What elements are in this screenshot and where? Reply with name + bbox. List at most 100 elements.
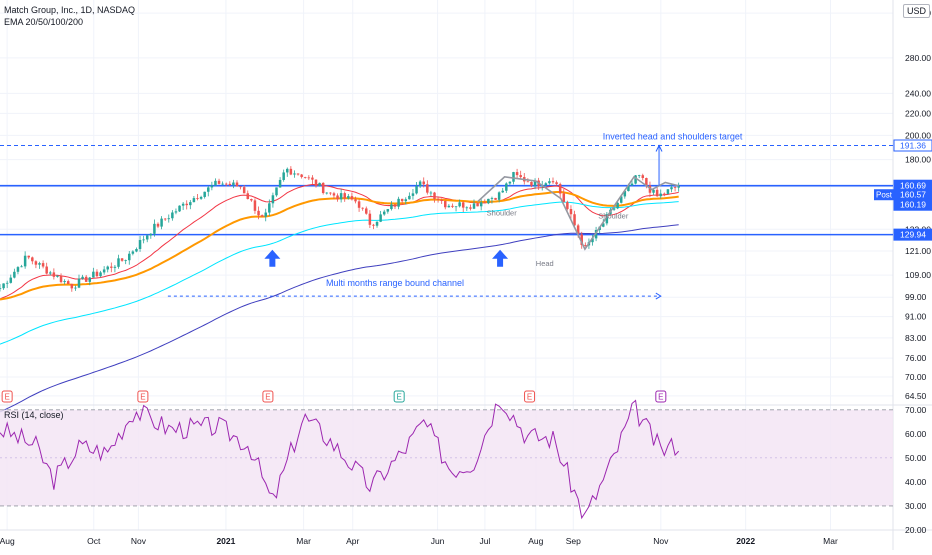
- candle-body: [336, 195, 339, 200]
- candle-body: [5, 282, 9, 284]
- y-tick-label: 109.00: [905, 270, 931, 280]
- candle-body: [329, 192, 332, 194]
- candle-body: [515, 172, 519, 176]
- candle-body: [526, 181, 530, 183]
- candle-body: [20, 266, 23, 268]
- candle-body: [45, 266, 48, 274]
- candle-body: [555, 182, 558, 185]
- candle-body: [332, 193, 336, 196]
- candle-body: [250, 199, 253, 201]
- candle-body: [0, 288, 2, 290]
- x-tick-label: Nov: [653, 536, 669, 546]
- candle-body: [350, 196, 354, 200]
- ema-100-line: [0, 201, 679, 345]
- candle-body: [257, 210, 260, 216]
- candle-body: [505, 183, 508, 191]
- candle-body: [454, 206, 458, 208]
- symbol-title[interactable]: Match Group, Inc., 1D, NASDAQ: [4, 5, 136, 15]
- candle-body: [31, 257, 34, 262]
- candle-body: [573, 214, 576, 226]
- y-tick-label: 220.00: [905, 108, 931, 118]
- candle-body: [303, 177, 307, 178]
- earnings-marker: [655, 390, 667, 403]
- candle-body: [422, 181, 425, 185]
- post-badge: [874, 189, 894, 201]
- x-tick-label: 2021: [216, 536, 235, 546]
- candle-body: [81, 276, 84, 279]
- x-tick-label: Aug: [0, 536, 15, 546]
- candle-body: [677, 185, 680, 188]
- earnings-marker-label: E: [527, 393, 532, 402]
- candle-body: [110, 266, 113, 268]
- candle-body: [566, 202, 569, 210]
- ema-50-line: [0, 190, 679, 301]
- price-badge: [893, 139, 932, 152]
- x-tick-label: Jun: [431, 536, 445, 546]
- candle-body: [232, 182, 235, 186]
- candle-body: [393, 204, 397, 207]
- rsi-y-tick-label: 70.00: [905, 405, 927, 415]
- candle-body: [663, 193, 666, 195]
- rsi-legend[interactable]: RSI (14, close): [4, 410, 64, 420]
- candle-body: [605, 214, 609, 224]
- indicator-legend[interactable]: EMA 20/50/100/200: [4, 17, 84, 27]
- candle-body: [131, 251, 135, 254]
- candle-body: [293, 173, 296, 175]
- candle-body: [487, 198, 490, 204]
- candle-body: [483, 202, 487, 204]
- candle-body: [616, 202, 619, 209]
- candle-body: [156, 223, 160, 227]
- candle-body: [271, 195, 275, 204]
- candle-body: [228, 183, 232, 186]
- rsi-y-tick-label: 20.00: [905, 525, 927, 535]
- channel-arrow-head: [655, 292, 662, 300]
- candle-body: [501, 190, 504, 193]
- candle-body: [465, 207, 469, 209]
- candle-body: [325, 192, 329, 194]
- candle-body: [16, 267, 20, 272]
- post-badge-label: Post: [876, 191, 893, 200]
- ema-200-line: [0, 224, 679, 413]
- candle-body: [461, 202, 465, 208]
- candle-body: [49, 272, 52, 274]
- candle-body: [38, 263, 41, 265]
- candle-body: [343, 193, 346, 199]
- candle-body: [429, 192, 433, 194]
- candle-body: [260, 215, 264, 217]
- candle-body: [354, 199, 357, 202]
- candle-body: [497, 192, 501, 200]
- candle-body: [66, 281, 70, 284]
- candle-body: [397, 198, 400, 207]
- candle-body: [307, 177, 311, 179]
- candle-body: [268, 203, 271, 213]
- candle-body: [591, 238, 594, 243]
- candle-body: [379, 214, 382, 222]
- rsi-y-tick-label: 30.00: [905, 501, 927, 511]
- x-tick-label: Aug: [528, 536, 543, 546]
- candle-body: [214, 180, 217, 186]
- candle-body: [217, 180, 221, 184]
- candle-body: [372, 224, 375, 226]
- up-arrow-1: [264, 249, 281, 267]
- candle-body: [275, 187, 278, 196]
- candle-body: [659, 193, 662, 197]
- candle-body: [163, 218, 167, 220]
- target-annotation: Inverted head and shoulders target: [603, 132, 743, 142]
- y-tick-label: 121.00: [905, 246, 931, 256]
- candle-body: [408, 195, 411, 200]
- y-tick-label: 64.50: [905, 391, 927, 401]
- candle-body: [386, 209, 390, 212]
- candle-body: [580, 234, 583, 245]
- candle-body: [63, 281, 66, 283]
- currency-button[interactable]: USD: [903, 4, 931, 18]
- earnings-marker: [524, 390, 536, 403]
- candle-body: [289, 168, 293, 175]
- candle-body: [181, 203, 185, 206]
- rsi-y-tick-label: 50.00: [905, 453, 927, 463]
- price-badge-label: 160.19: [900, 200, 926, 210]
- candle-body: [196, 198, 199, 199]
- candle-body: [512, 172, 515, 182]
- candle-body: [530, 182, 533, 186]
